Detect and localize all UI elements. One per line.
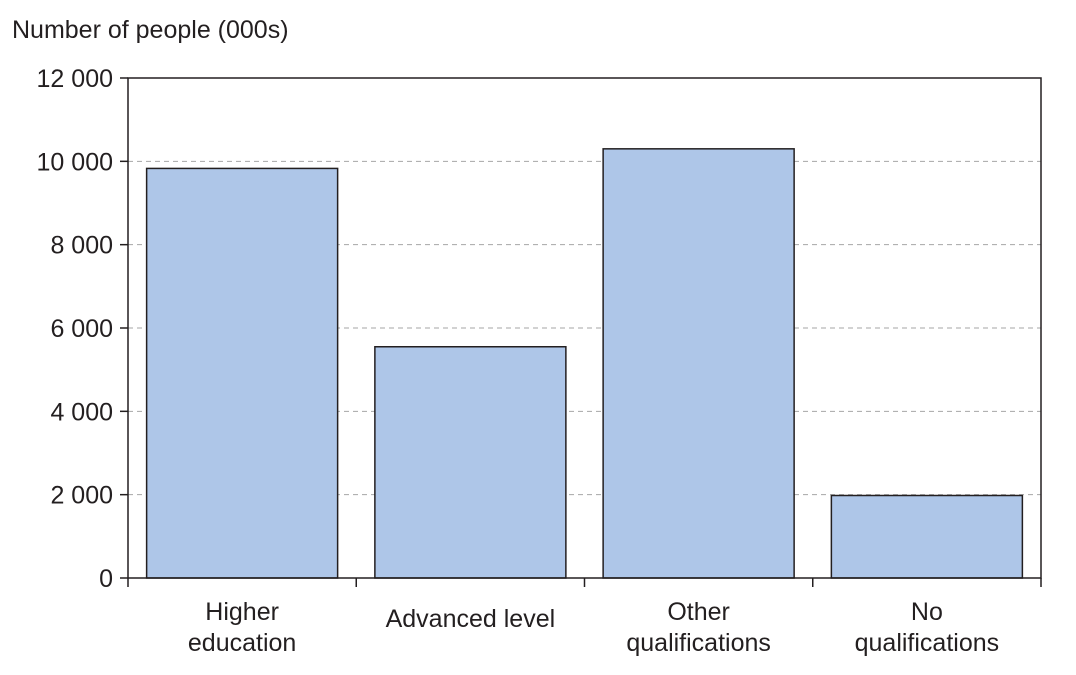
- y-tick-label: 8 000: [50, 232, 113, 260]
- y-tick-label: 6 000: [50, 315, 113, 343]
- bar: [830, 494, 1024, 579]
- y-axis-label: Number of people (000s): [12, 16, 289, 44]
- x-tick-label-line: qualifications: [855, 629, 1000, 657]
- y-axis: 0 2 000 4 000 6 000 8 000 10 000 12 000: [37, 65, 128, 593]
- y-tick-label: 12 000: [37, 65, 113, 93]
- y-tick-label: 4 000: [50, 398, 113, 426]
- x-tick-label-line: Other: [667, 598, 730, 626]
- bar: [602, 148, 795, 579]
- x-tick-label: Higher education: [188, 598, 296, 657]
- x-tick-label-line: Higher: [205, 598, 279, 626]
- bar: [145, 167, 339, 579]
- y-tick-label: 0: [99, 565, 113, 593]
- x-tick-label-line: qualifications: [626, 629, 771, 657]
- bars: [145, 148, 1024, 579]
- bar: [374, 346, 567, 579]
- y-tick-label: 2 000: [50, 482, 113, 510]
- x-axis: Higher education Advanced level Other qualif…: [127, 578, 1042, 657]
- x-tick-label-line: No: [911, 598, 943, 626]
- x-tick-label: No qualifications: [855, 598, 1000, 657]
- x-tick-label-line: education: [188, 629, 296, 657]
- y-tick-label: 10 000: [37, 148, 113, 176]
- x-tick-label: Other qualifications: [626, 598, 771, 657]
- x-tick-label: Advanced level: [386, 605, 556, 633]
- x-tick-label-line: Advanced level: [386, 605, 556, 633]
- gridlines: [128, 160, 1041, 496]
